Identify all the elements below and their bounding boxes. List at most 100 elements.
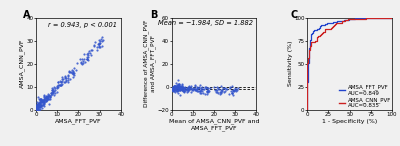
Point — [226, 92, 233, 95]
Point — [172, 89, 179, 91]
Point — [170, 86, 176, 89]
Point — [190, 87, 196, 89]
Point — [44, 95, 50, 97]
Point — [182, 86, 188, 88]
Point — [63, 77, 70, 80]
Text: B: B — [150, 10, 158, 20]
Point — [219, 89, 226, 91]
Point — [176, 84, 182, 86]
Point — [98, 45, 105, 48]
Point — [96, 39, 102, 41]
Point — [179, 86, 186, 89]
Point — [194, 87, 201, 89]
Point — [85, 56, 91, 58]
Point — [170, 87, 176, 89]
Point — [169, 87, 176, 89]
Point — [46, 103, 52, 106]
Point — [36, 101, 42, 103]
Point — [39, 104, 45, 107]
Point — [172, 87, 179, 89]
Point — [78, 62, 84, 64]
Point — [40, 98, 47, 100]
Point — [89, 49, 95, 51]
Point — [37, 98, 43, 100]
Point — [34, 106, 40, 108]
Point — [97, 40, 104, 42]
Point — [177, 89, 184, 91]
Point — [34, 108, 40, 111]
Point — [172, 88, 178, 90]
Point — [204, 90, 211, 92]
Point — [65, 71, 72, 73]
Point — [180, 90, 186, 92]
Point — [58, 84, 64, 86]
Point — [40, 104, 46, 106]
Point — [178, 89, 185, 91]
Point — [65, 74, 72, 76]
Point — [173, 84, 180, 86]
Point — [169, 87, 176, 89]
Point — [48, 87, 55, 90]
Point — [78, 61, 84, 63]
Point — [33, 108, 40, 110]
Point — [204, 93, 210, 95]
Point — [230, 93, 237, 96]
Point — [194, 87, 200, 89]
Point — [33, 107, 40, 109]
Point — [187, 91, 194, 94]
Point — [217, 91, 224, 93]
Point — [90, 44, 97, 46]
Point — [62, 77, 68, 79]
Point — [172, 89, 179, 91]
Point — [198, 89, 204, 91]
Point — [38, 98, 44, 101]
Point — [196, 90, 202, 92]
Point — [62, 79, 69, 82]
Point — [56, 80, 63, 82]
Point — [186, 87, 193, 89]
Point — [196, 84, 203, 86]
Point — [175, 84, 182, 86]
Point — [169, 88, 176, 91]
Point — [192, 89, 199, 92]
Point — [65, 79, 71, 81]
Point — [36, 104, 42, 107]
Point — [180, 86, 186, 89]
Point — [232, 88, 239, 91]
Y-axis label: AMSA_CNN_PVF: AMSA_CNN_PVF — [19, 39, 25, 88]
Point — [39, 98, 46, 101]
Point — [229, 91, 236, 94]
Point — [51, 86, 57, 88]
Point — [48, 92, 55, 95]
X-axis label: Mean of AMSA_CNN_PVF and
AMSA_FFT_PVF: Mean of AMSA_CNN_PVF and AMSA_FFT_PVF — [169, 119, 259, 131]
Point — [46, 94, 52, 96]
Point — [179, 83, 186, 85]
Point — [173, 89, 180, 92]
Point — [41, 94, 47, 96]
Point — [37, 103, 43, 106]
Point — [230, 89, 236, 92]
Point — [47, 97, 53, 100]
Point — [68, 69, 75, 72]
Point — [34, 108, 40, 111]
Point — [214, 89, 220, 92]
Point — [171, 89, 178, 91]
Point — [171, 85, 177, 88]
Point — [175, 83, 181, 85]
Point — [170, 86, 176, 88]
Point — [174, 88, 181, 91]
Point — [42, 97, 48, 99]
Point — [41, 102, 47, 105]
Point — [33, 108, 40, 111]
Point — [169, 88, 175, 90]
Point — [174, 86, 180, 88]
Point — [36, 102, 43, 105]
Point — [178, 85, 184, 88]
Point — [192, 88, 198, 91]
Point — [34, 105, 40, 107]
Point — [71, 74, 78, 76]
Point — [50, 88, 57, 91]
Point — [37, 105, 43, 107]
Point — [34, 106, 40, 108]
Point — [203, 87, 209, 89]
